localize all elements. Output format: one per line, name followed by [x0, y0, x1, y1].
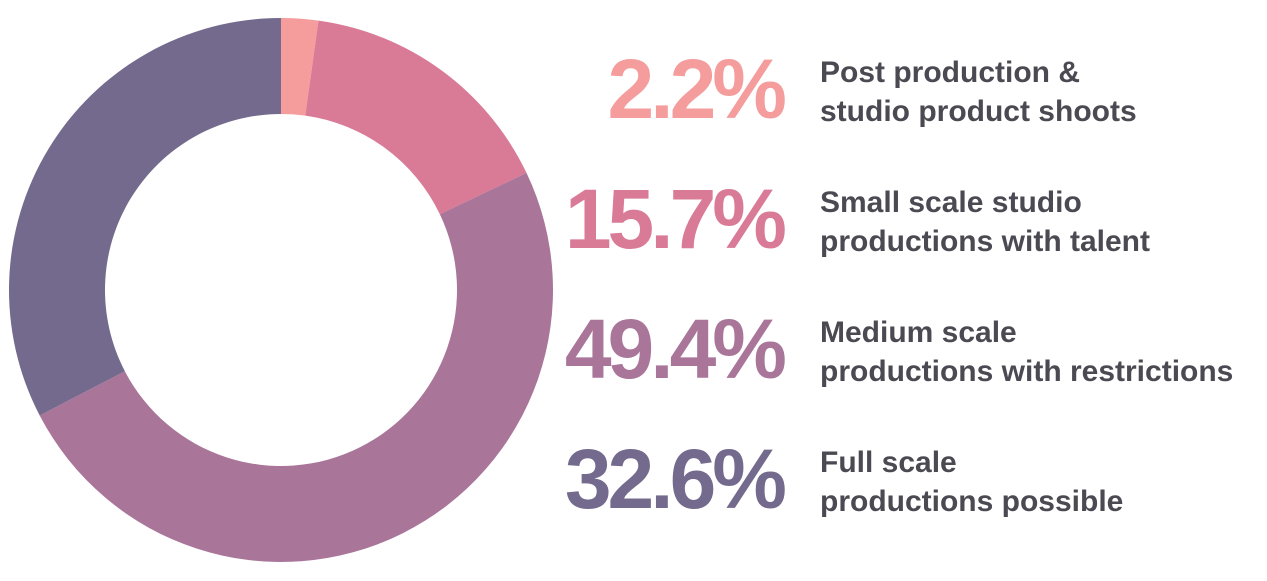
- legend-label: Medium scale productions with restrictio…: [820, 316, 1234, 388]
- legend-label: Post production & studio product shoots: [820, 56, 1137, 128]
- value-label: 49.4%: [565, 302, 785, 396]
- value-label: 15.7%: [565, 172, 785, 266]
- legend-label: Full scale productions possible: [820, 446, 1124, 518]
- slice: [305, 20, 527, 215]
- slice: [39, 172, 553, 562]
- legend-label: Small scale studio productions with tale…: [820, 186, 1150, 258]
- value-label: 32.6%: [565, 432, 785, 526]
- slice: [9, 18, 282, 416]
- value-label: 2.2%: [608, 42, 786, 136]
- slice: [281, 18, 319, 116]
